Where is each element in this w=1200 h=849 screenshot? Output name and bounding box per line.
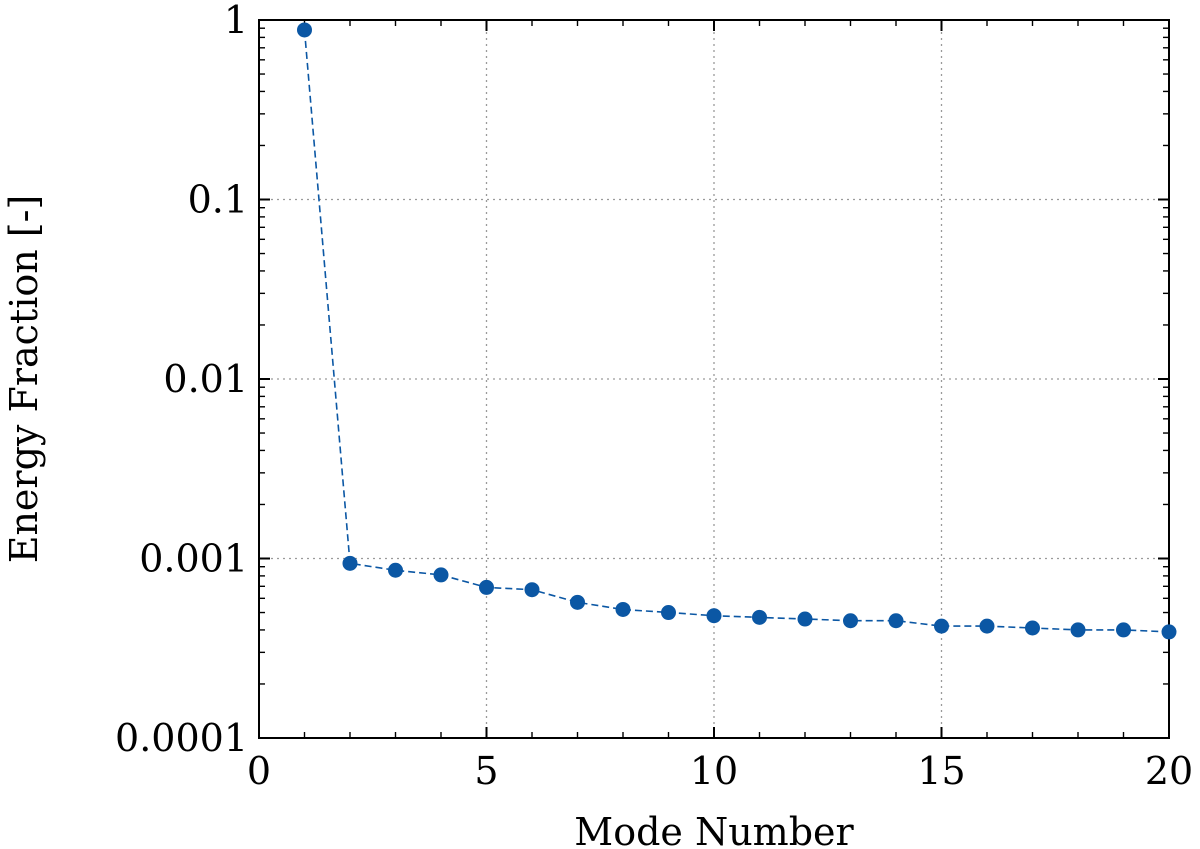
- plot-frame: [258, 19, 1170, 739]
- grid-layer: [259, 20, 1169, 738]
- data-point: [888, 613, 904, 629]
- data-point: [661, 605, 676, 621]
- data-point: [934, 618, 949, 634]
- data-point: [1161, 624, 1177, 640]
- data-point: [388, 562, 403, 578]
- data-point: [979, 618, 995, 634]
- data-point: [1070, 622, 1086, 638]
- data-point: [706, 608, 722, 624]
- x-tick-label: 0: [247, 749, 271, 793]
- x-tick-label: 20: [1145, 749, 1193, 793]
- series-layer: [297, 22, 1177, 640]
- x-axis-title: Mode Number: [574, 810, 854, 849]
- data-point: [342, 555, 358, 571]
- data-point: [433, 567, 449, 583]
- data-point: [1025, 620, 1040, 636]
- data-point: [843, 613, 858, 629]
- x-tick-label: 15: [917, 749, 965, 793]
- x-tick-label: 5: [474, 749, 498, 793]
- data-point: [752, 609, 767, 625]
- data-point: [524, 582, 540, 598]
- y-tick-label: 1: [224, 0, 248, 42]
- data-point: [797, 611, 813, 627]
- data-point: [297, 22, 312, 38]
- y-tick-label: 0.1: [188, 178, 248, 222]
- series-line: [303, 29, 1170, 633]
- data-point: [570, 594, 585, 610]
- tick-label-layer: 0 5 10 15 20 0.0001 0.001 0.01 0.1 1: [115, 0, 1193, 793]
- x-tick-label: 10: [690, 749, 738, 793]
- data-point: [1116, 622, 1131, 638]
- data-point: [479, 579, 494, 595]
- y-tick-label: 0.01: [163, 357, 248, 401]
- y-tick-label: 0.001: [139, 537, 248, 581]
- data-point: [615, 601, 631, 617]
- y-axis-title: Energy Fraction [-]: [2, 195, 46, 564]
- y-tick-label: 0.0001: [115, 716, 248, 760]
